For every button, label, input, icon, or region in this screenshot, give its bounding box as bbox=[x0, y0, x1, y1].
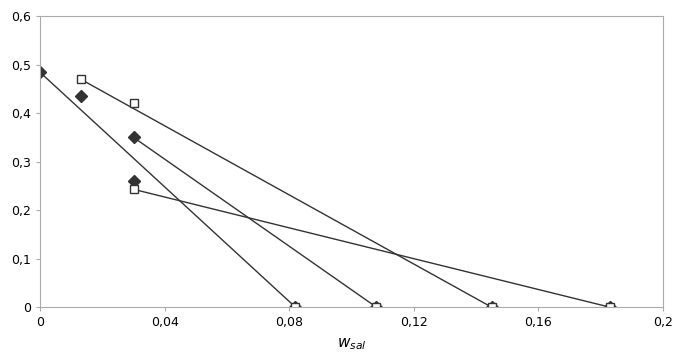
X-axis label: $w_{sal}$: $w_{sal}$ bbox=[337, 336, 367, 352]
